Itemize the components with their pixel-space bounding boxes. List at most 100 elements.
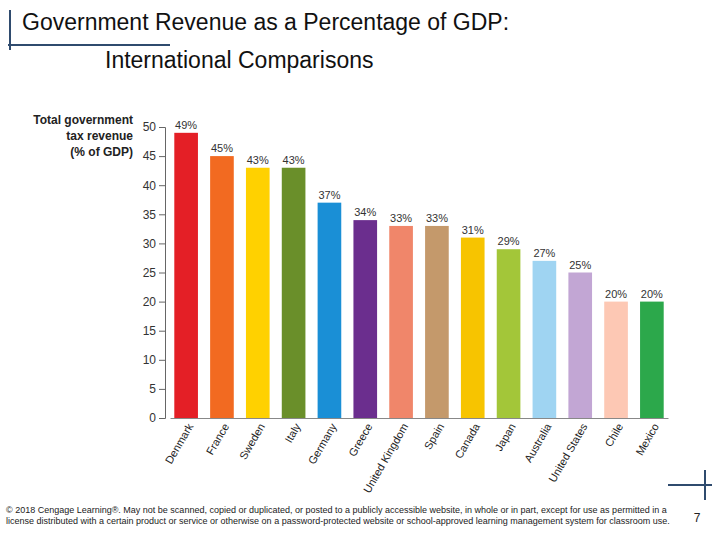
y-tick-label: 35 [143, 208, 157, 222]
x-tick: Mexico [633, 418, 661, 457]
bar [461, 238, 485, 418]
bar [282, 168, 306, 418]
y-tick-mark [159, 185, 165, 186]
x-tick: Italy [282, 418, 303, 445]
x-axis: DenmarkFranceSwedenItalyGermanyGreeceUni… [163, 418, 669, 495]
y-tick-label: 45 [143, 149, 157, 163]
y-tick: 5 [149, 382, 165, 396]
bars [174, 133, 663, 418]
bar [425, 226, 449, 418]
data-label: 33% [426, 212, 448, 224]
y-tick-mark [159, 273, 165, 274]
x-tick: France [204, 418, 232, 457]
y-tick-label: 10 [143, 353, 157, 367]
bar [318, 203, 342, 418]
x-tick: Denmark [163, 418, 196, 466]
y-tick-label: 40 [143, 179, 157, 193]
decor-line [668, 484, 712, 486]
data-label: 33% [390, 212, 412, 224]
y-tick: 50 [143, 120, 165, 134]
y-tick-label: 25 [143, 266, 157, 280]
y-tick-mark [159, 156, 165, 157]
x-tick-label: United States [546, 421, 590, 485]
x-tick-label: Italy [282, 421, 303, 445]
bar [353, 220, 377, 418]
y-tick-mark [159, 214, 165, 215]
data-label: 25% [569, 259, 591, 271]
y-tick: 15 [143, 324, 165, 338]
y-tick-label: 0 [149, 411, 156, 425]
bar [604, 302, 628, 418]
x-tick-label: Germany [306, 421, 339, 467]
y-tick: 0 [149, 411, 165, 425]
x-tick: Spain [422, 418, 446, 452]
y-axis-title-line: tax revenue [66, 129, 133, 143]
y-tick-label: 20 [143, 295, 157, 309]
x-tick: Japan [492, 418, 517, 453]
data-label: 27% [533, 247, 555, 259]
x-tick: Australia [522, 418, 554, 464]
x-tick-label: Sweden [237, 421, 267, 461]
x-tick-label: Canada [452, 420, 482, 460]
y-tick-mark [159, 302, 165, 303]
y-tick: 40 [143, 179, 165, 193]
title-line: Government Revenue as a Percentage of GD… [22, 9, 509, 35]
data-label: 34% [354, 206, 376, 218]
y-tick-mark [159, 127, 165, 128]
page-number: 7 [694, 511, 701, 525]
decoration [8, 10, 712, 500]
x-axis-line [171, 418, 669, 419]
data-label: 45% [211, 142, 233, 154]
data-label: 29% [498, 235, 520, 247]
y-tick: 20 [143, 295, 165, 309]
data-labels: 49%45%43%43%37%34%33%33%31%29%27%25%20%2… [175, 119, 663, 300]
bar [174, 133, 198, 418]
y-tick-mark [159, 389, 165, 390]
x-tick: Canada [452, 418, 482, 461]
y-tick-mark [159, 360, 165, 361]
x-tick-label: Greece [346, 421, 374, 458]
data-label: 43% [283, 154, 305, 166]
bar [533, 261, 557, 418]
x-tick-label: Australia [522, 420, 554, 464]
title: Government Revenue as a Percentage of GD… [22, 9, 509, 73]
data-label: 20% [641, 288, 663, 300]
data-label: 49% [175, 119, 197, 131]
y-axis-title-line: (% of GDP) [70, 145, 133, 159]
x-tick-label: France [204, 421, 232, 457]
y-tick: 30 [143, 237, 165, 251]
y-tick-label: 50 [143, 120, 157, 134]
y-tick: 35 [143, 208, 165, 222]
y-tick-label: 5 [149, 382, 156, 396]
x-tick: United Kingdom [361, 418, 411, 495]
bar [389, 226, 413, 418]
x-tick-label: United Kingdom [361, 421, 411, 495]
x-tick: Greece [346, 418, 374, 458]
data-label: 43% [247, 154, 269, 166]
x-tick-label: Denmark [163, 421, 196, 466]
copyright-footer: © 2018 Cengage Learning®. May not be sca… [6, 505, 674, 527]
y-axis: 0 5 10 15 20 25 30 35 40 45 50 [143, 120, 166, 425]
y-tick-mark [159, 331, 165, 332]
x-tick-label: Chile [602, 421, 625, 449]
y-tick-label: 30 [143, 237, 157, 251]
y-tick-label: 15 [143, 324, 157, 338]
bar [568, 273, 592, 419]
data-label: 37% [318, 189, 340, 201]
x-tick-label: Spain [422, 421, 446, 451]
bar [497, 249, 521, 418]
title-line: International Comparisons [105, 47, 373, 73]
data-label: 20% [605, 288, 627, 300]
y-axis-line [159, 128, 166, 419]
slide: Government Revenue as a Percentage of GD… [0, 0, 720, 540]
bar [640, 302, 664, 418]
y-tick-mark [159, 418, 165, 419]
x-tick-label: Japan [492, 421, 517, 453]
y-tick-mark [159, 243, 165, 244]
x-tick: Sweden [237, 418, 267, 462]
y-tick: 25 [143, 266, 165, 280]
chart-svg: Government Revenue as a Percentage of GD… [0, 0, 720, 540]
decor-line [8, 44, 170, 46]
x-tick: Germany [306, 418, 339, 466]
y-tick: 10 [143, 353, 165, 367]
